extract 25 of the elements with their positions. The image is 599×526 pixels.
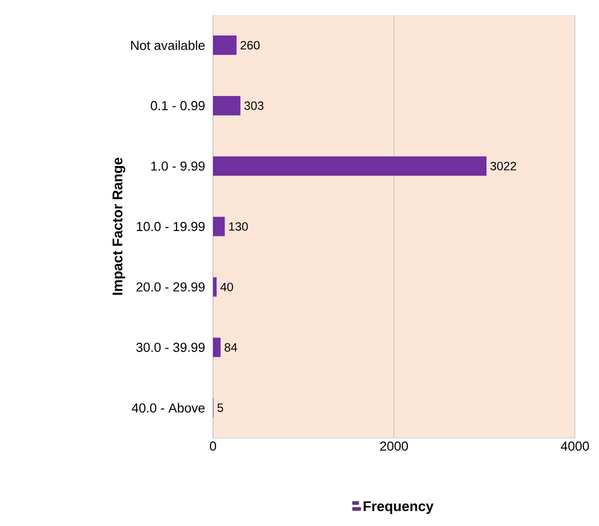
y-tick-label: 20.0 - 29.99 bbox=[136, 282, 205, 292]
data-label: 5 bbox=[217, 404, 224, 412]
bar bbox=[213, 277, 217, 297]
y-tick-label: 0.1 - 0.99 bbox=[150, 101, 205, 110]
bar bbox=[213, 96, 240, 116]
bar bbox=[213, 36, 237, 55]
y-tick-label: 10.0 - 19.99 bbox=[136, 222, 205, 232]
x-tick-label: 2000 bbox=[380, 442, 408, 451]
bar bbox=[213, 216, 225, 236]
data-label: 40 bbox=[220, 282, 234, 292]
legend-label: Frequency bbox=[364, 501, 434, 514]
data-label: 303 bbox=[244, 101, 264, 110]
data-label: 3022 bbox=[490, 162, 516, 170]
data-label: 84 bbox=[224, 343, 238, 352]
y-tick-label: 30.0 - 39.99 bbox=[136, 342, 205, 352]
y-tick-label: Not available bbox=[131, 40, 205, 50]
y-tick-label: 1.0 - 9.99 bbox=[151, 161, 205, 171]
x-tick-label: 4000 bbox=[560, 442, 589, 451]
bar bbox=[213, 156, 486, 176]
y-axis-title: Impact Factor Range bbox=[112, 158, 126, 295]
data-label: 260 bbox=[240, 40, 260, 50]
y-tick-label: 40.0 - Above bbox=[132, 403, 205, 413]
data-label: 130 bbox=[229, 222, 248, 231]
x-tick-label: 0 bbox=[210, 442, 216, 451]
bar bbox=[213, 338, 221, 358]
